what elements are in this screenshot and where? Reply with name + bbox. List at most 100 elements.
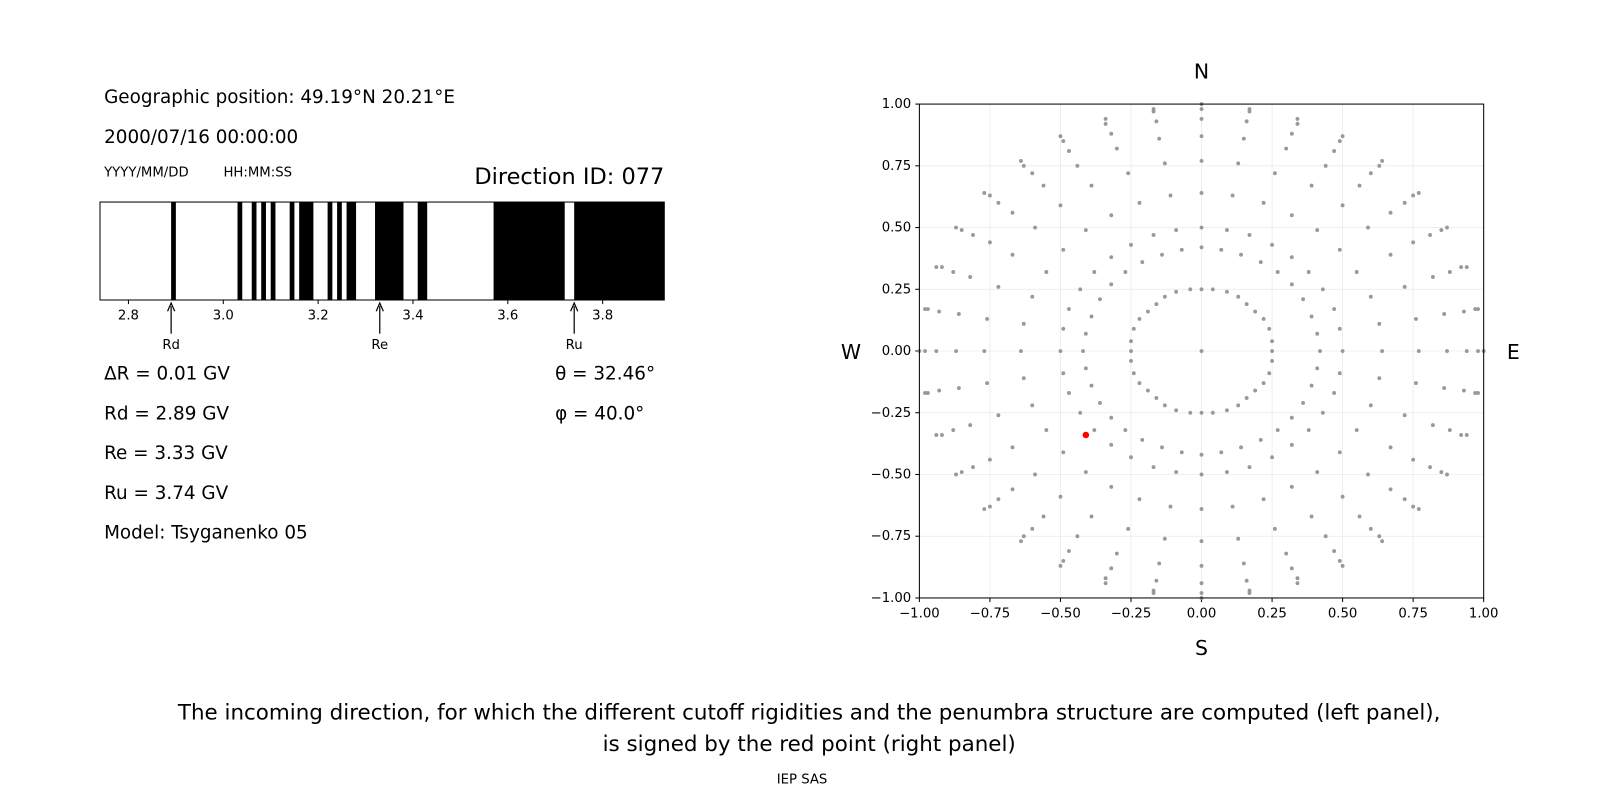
direction-point bbox=[971, 465, 975, 470]
direction-point bbox=[1140, 260, 1145, 265]
direction-point bbox=[1137, 381, 1142, 386]
direction-point bbox=[1332, 391, 1337, 395]
direction-point bbox=[1179, 450, 1184, 455]
direction-point bbox=[1154, 578, 1159, 583]
direction-point bbox=[1126, 171, 1131, 176]
direction-point bbox=[1289, 566, 1294, 571]
direction-point bbox=[1388, 252, 1393, 257]
direction-point bbox=[1199, 581, 1204, 586]
direction-point bbox=[1402, 284, 1407, 289]
direction-point bbox=[1428, 465, 1433, 470]
direction-point bbox=[1010, 487, 1015, 492]
x-tick-label: 3.2 bbox=[308, 308, 329, 323]
forbidden-band bbox=[299, 202, 314, 300]
direction-point bbox=[1109, 415, 1114, 420]
direction-point bbox=[1199, 225, 1204, 230]
direction-point bbox=[1258, 260, 1263, 265]
direction-point bbox=[1224, 228, 1229, 232]
direction-point bbox=[1275, 270, 1280, 274]
direction-point bbox=[1340, 203, 1345, 208]
direction-point bbox=[1464, 265, 1469, 269]
direction-point bbox=[1442, 312, 1447, 316]
direction-point bbox=[1179, 247, 1184, 252]
direction-point bbox=[1129, 349, 1133, 353]
direction-point bbox=[1033, 225, 1038, 230]
direction-point bbox=[1253, 388, 1258, 393]
direction-point bbox=[1402, 413, 1407, 418]
direction-point bbox=[1411, 240, 1416, 245]
direction-point bbox=[1380, 349, 1385, 353]
direction-point bbox=[1199, 107, 1204, 111]
penumbra-border bbox=[99, 201, 665, 301]
direction-point bbox=[940, 265, 944, 269]
direction-point bbox=[1219, 450, 1224, 455]
direction-point bbox=[1247, 465, 1252, 470]
direction-point bbox=[968, 275, 973, 279]
direction-point bbox=[1145, 309, 1150, 314]
direction-point bbox=[1092, 270, 1097, 274]
direction-point bbox=[1089, 383, 1094, 388]
direction-point bbox=[1270, 242, 1275, 247]
direction-point bbox=[1295, 576, 1300, 581]
direction-point bbox=[1309, 514, 1314, 519]
direction-point bbox=[1337, 247, 1342, 252]
direction-point bbox=[1439, 470, 1444, 474]
direction-point bbox=[1033, 472, 1038, 477]
x-tick-label: 3.0 bbox=[213, 308, 234, 323]
direction-point bbox=[1270, 455, 1275, 460]
direction-point bbox=[954, 349, 959, 353]
direction-point bbox=[1010, 445, 1015, 450]
direction-point bbox=[1289, 213, 1294, 218]
direction-point bbox=[1021, 163, 1026, 168]
direction-point bbox=[1247, 591, 1252, 595]
direction-point bbox=[1445, 349, 1449, 353]
direction-point bbox=[1337, 371, 1342, 376]
direction-point bbox=[1388, 445, 1393, 450]
direction-point bbox=[1210, 287, 1215, 292]
direction-point bbox=[1061, 139, 1066, 144]
direction-point bbox=[1230, 504, 1235, 509]
direction-point bbox=[1058, 349, 1063, 353]
direction-point bbox=[1199, 191, 1204, 195]
y-tick-label: −0.50 bbox=[871, 467, 912, 482]
direction-point bbox=[1137, 316, 1142, 321]
direction-point bbox=[1258, 437, 1263, 442]
direction-point bbox=[1380, 158, 1385, 163]
direction-point bbox=[1041, 514, 1046, 519]
direction-point bbox=[1210, 410, 1215, 415]
direction-point bbox=[996, 200, 1001, 205]
direction-point bbox=[1061, 450, 1066, 455]
direction-point bbox=[1320, 410, 1325, 415]
direction-point bbox=[985, 381, 990, 386]
x-tick-label: 3.8 bbox=[592, 308, 613, 323]
direction-point bbox=[1270, 339, 1275, 344]
direction-point bbox=[1244, 119, 1249, 124]
direction-point bbox=[1129, 339, 1133, 344]
direction-point bbox=[1066, 149, 1071, 153]
direction-point bbox=[1162, 294, 1167, 299]
direction-point bbox=[1123, 270, 1128, 274]
direction-point bbox=[1109, 213, 1114, 218]
selected-direction bbox=[1082, 431, 1090, 439]
direction-point bbox=[925, 391, 930, 395]
direction-point bbox=[971, 233, 975, 237]
direction-point bbox=[1357, 183, 1362, 188]
direction-point bbox=[1162, 536, 1167, 541]
direction-point bbox=[1137, 200, 1142, 205]
direction-point bbox=[1199, 116, 1204, 121]
direction-point bbox=[1168, 504, 1173, 509]
y-tick-label: 0.00 bbox=[882, 344, 912, 359]
direction-point bbox=[959, 470, 964, 474]
direction-point bbox=[1377, 321, 1382, 326]
direction-point bbox=[1267, 371, 1272, 376]
direction-point bbox=[1428, 233, 1433, 237]
direction-point bbox=[1473, 391, 1478, 395]
arrow-label: Ru bbox=[566, 338, 583, 353]
direction-point bbox=[1114, 146, 1119, 151]
direction-point bbox=[1354, 428, 1359, 432]
arrow-label: Rd bbox=[162, 338, 180, 353]
direction-point bbox=[1058, 203, 1063, 208]
direction-point bbox=[951, 428, 956, 432]
direction-point bbox=[1030, 294, 1035, 299]
direction-point bbox=[1092, 428, 1097, 432]
